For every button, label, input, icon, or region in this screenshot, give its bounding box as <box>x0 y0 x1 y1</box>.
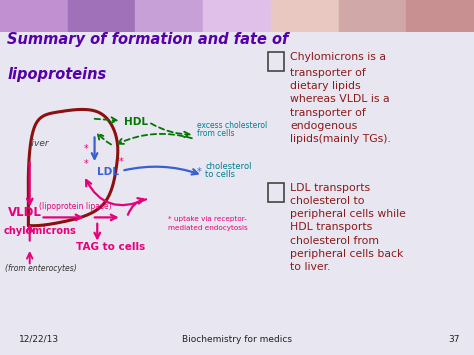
Text: *: * <box>84 159 89 169</box>
Text: liver: liver <box>30 139 49 148</box>
Bar <box>271 0 338 32</box>
Bar <box>68 0 136 32</box>
Bar <box>406 0 474 32</box>
Bar <box>0 0 68 32</box>
Text: (from enterocytes): (from enterocytes) <box>5 264 77 273</box>
Text: * uptake via receptor-: * uptake via receptor- <box>167 216 246 222</box>
Text: VLDL: VLDL <box>8 206 42 219</box>
Text: *: * <box>197 167 202 178</box>
Text: Summary of formation and fate of: Summary of formation and fate of <box>8 32 289 47</box>
Text: transporter of
dietary lipids
whereas VLDL is a
transporter of
endogenous
lipids: transporter of dietary lipids whereas VL… <box>291 68 392 144</box>
Text: LDL transports
cholesterol to
peripheral cells while
HDL transports
cholesterol : LDL transports cholesterol to peripheral… <box>291 183 406 272</box>
Text: 12/22/13: 12/22/13 <box>19 334 59 344</box>
Text: 37: 37 <box>448 334 460 344</box>
Bar <box>267 183 284 202</box>
Text: Chylomicrons is a: Chylomicrons is a <box>291 52 386 62</box>
Text: to cells: to cells <box>205 169 235 179</box>
Text: *: * <box>84 143 89 153</box>
Text: LDL: LDL <box>97 168 119 178</box>
Text: HDL: HDL <box>124 117 148 127</box>
Text: (lipoprotein lipase): (lipoprotein lipase) <box>39 202 112 212</box>
Bar <box>203 0 271 32</box>
Text: Biochemistry for medics: Biochemistry for medics <box>182 334 292 344</box>
Text: lipoproteins: lipoproteins <box>8 67 107 82</box>
Text: excess cholesterol: excess cholesterol <box>197 121 267 130</box>
Text: chylomicrons: chylomicrons <box>4 226 77 236</box>
Text: *: * <box>119 157 124 167</box>
Text: mediated endocytosis: mediated endocytosis <box>167 225 247 231</box>
Text: cholesterol: cholesterol <box>205 162 252 170</box>
Bar <box>338 0 406 32</box>
Text: from cells: from cells <box>197 129 235 138</box>
Bar <box>136 0 203 32</box>
Bar <box>267 52 284 71</box>
Text: TAG to cells: TAG to cells <box>76 242 145 252</box>
